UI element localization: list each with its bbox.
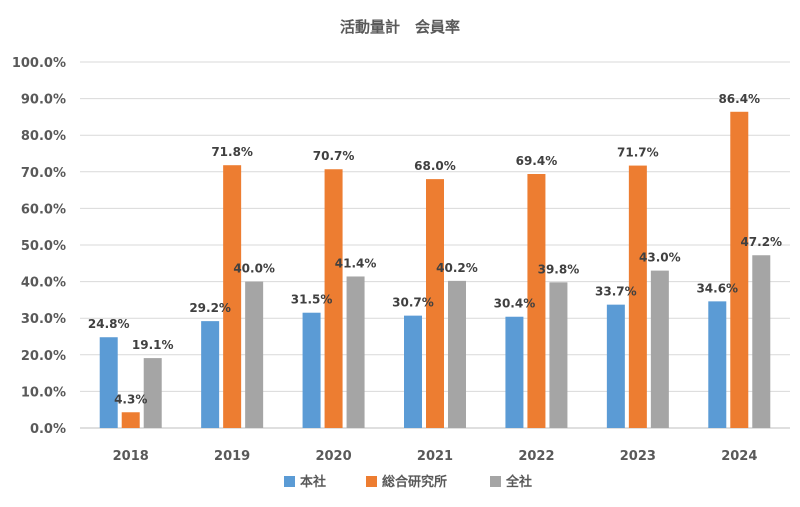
- bar: [346, 276, 365, 428]
- data-label: 70.7%: [313, 149, 355, 163]
- bar: [223, 165, 242, 428]
- data-label: 68.0%: [414, 159, 456, 173]
- bar: [606, 304, 625, 428]
- bar: [752, 255, 771, 428]
- x-tick-label: 2023: [620, 449, 656, 464]
- bar: [549, 282, 568, 428]
- data-label: 86.4%: [718, 92, 760, 106]
- data-label: 24.8%: [88, 317, 130, 331]
- y-tick-label: 30.0%: [21, 312, 66, 327]
- y-axis-ticks: 0.0% 10.0% 20.0% 30.0% 40.0% 50.0% 60.0% 70.0% 8…: [12, 56, 66, 437]
- bars: [99, 111, 771, 428]
- legend-swatch: [284, 476, 295, 487]
- bar: [708, 301, 727, 428]
- y-tick-label: 20.0%: [21, 349, 66, 364]
- data-label: 30.4%: [494, 297, 536, 311]
- legend: 本社 総合研究所 全社: [284, 474, 532, 490]
- bar: [426, 179, 444, 428]
- bar: [99, 337, 118, 428]
- data-label: 69.4%: [516, 154, 558, 168]
- x-tick-label: 2021: [417, 449, 453, 464]
- legend-label: 全社: [505, 474, 532, 490]
- x-axis-ticks: 2018 2019 2020 2021 2022 2023 2024: [113, 449, 758, 464]
- bar: [324, 169, 343, 428]
- y-tick-label: 40.0%: [21, 276, 66, 291]
- bar: [404, 315, 422, 428]
- data-label: 71.7%: [617, 146, 659, 160]
- data-label: 40.0%: [233, 262, 275, 276]
- bar: [201, 321, 220, 428]
- data-labels: 24.8% 4.3% 19.1% 29.2% 71.8% 40.0% 31.5% 70.7% 4…: [88, 92, 782, 406]
- bar: [527, 173, 546, 428]
- data-label: 39.8%: [538, 262, 580, 276]
- data-label: 19.1%: [132, 338, 174, 352]
- bar: [730, 111, 749, 428]
- x-tick-label: 2024: [721, 449, 757, 464]
- bar: [448, 280, 466, 428]
- data-label: 4.3%: [114, 392, 147, 406]
- bar: [628, 165, 647, 428]
- legend-swatch: [490, 476, 501, 487]
- y-tick-label: 100.0%: [12, 56, 66, 71]
- y-tick-label: 10.0%: [21, 385, 66, 400]
- y-tick-label: 70.0%: [21, 166, 66, 181]
- data-label: 30.7%: [392, 296, 434, 310]
- y-tick-label: 80.0%: [21, 129, 66, 144]
- data-label: 34.6%: [696, 281, 738, 295]
- legend-swatch: [366, 476, 377, 487]
- y-tick-label: 0.0%: [30, 422, 66, 437]
- bar: [143, 358, 162, 428]
- y-tick-label: 90.0%: [21, 93, 66, 108]
- legend-label: 総合研究所: [382, 474, 447, 490]
- data-label: 31.5%: [291, 293, 333, 307]
- legend-label: 本社: [300, 474, 326, 490]
- chart-title: 活動量計 会員率: [340, 18, 460, 36]
- data-label: 47.2%: [740, 235, 782, 249]
- data-label: 29.2%: [189, 301, 231, 315]
- data-label: 33.7%: [595, 285, 637, 299]
- bar: [302, 312, 321, 428]
- x-tick-label: 2018: [113, 449, 149, 464]
- data-label: 41.4%: [335, 256, 377, 270]
- bar: [245, 281, 264, 428]
- x-tick-label: 2019: [214, 449, 250, 464]
- bar: [121, 412, 140, 428]
- data-label: 40.2%: [436, 261, 478, 275]
- data-label: 43.0%: [639, 251, 681, 265]
- bar: [650, 270, 669, 428]
- bar: [505, 316, 524, 428]
- x-tick-label: 2020: [315, 449, 351, 464]
- y-tick-label: 60.0%: [21, 202, 66, 217]
- data-label: 71.8%: [211, 145, 253, 159]
- x-tick-label: 2022: [518, 449, 554, 464]
- y-tick-label: 50.0%: [21, 239, 66, 254]
